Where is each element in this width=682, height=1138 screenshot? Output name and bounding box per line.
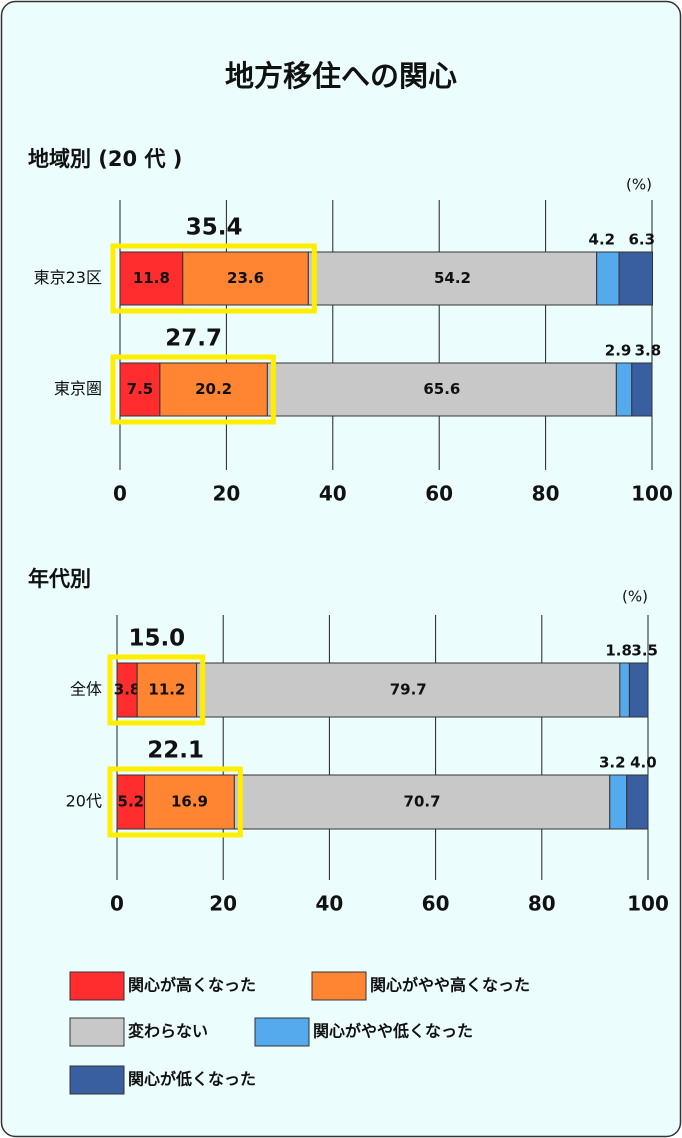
legend-label: 関心が低くなった xyxy=(128,1070,256,1089)
title: 地方移住への関心 xyxy=(225,59,457,93)
legend-swatch xyxy=(69,1065,125,1095)
value-label: 4.2 xyxy=(589,231,616,249)
legend-swatch xyxy=(254,1017,310,1047)
bar-segment xyxy=(196,662,621,718)
value-label: 79.7 xyxy=(390,681,427,699)
x-tick-label: 0 xyxy=(113,482,127,506)
total-label: 15.0 xyxy=(128,626,185,652)
value-label: 2.9 xyxy=(605,342,632,360)
bar-segment xyxy=(626,774,649,830)
x-tick-label: 20 xyxy=(212,482,240,506)
value-label: 23.6 xyxy=(227,269,264,287)
category-label: 東京23区 xyxy=(34,268,102,287)
value-label: 3.8 xyxy=(635,342,662,360)
x-tick-label: 60 xyxy=(422,892,450,916)
highlight-box xyxy=(110,243,317,314)
value-label: 70.7 xyxy=(404,793,441,811)
total-label: 22.1 xyxy=(147,738,204,764)
category-label: 東京圏 xyxy=(54,379,102,398)
value-label: 54.2 xyxy=(434,269,471,287)
x-tick-label: 60 xyxy=(425,482,453,506)
bar-segment xyxy=(628,662,649,718)
legend-label: 関心がやや低くなった xyxy=(313,1022,473,1041)
legend-label: 変わらない xyxy=(128,1022,208,1041)
value-label: 7.5 xyxy=(127,380,154,398)
legend-label: 関心が高くなった xyxy=(128,976,256,995)
bar-segment xyxy=(631,362,653,417)
x-tick-label: 100 xyxy=(631,482,673,506)
bar-segment xyxy=(619,662,630,718)
value-label: 6.3 xyxy=(628,231,655,249)
chart-subtitle: 地域別 (20 代 ) xyxy=(28,147,182,171)
total-label: 35.4 xyxy=(186,215,243,241)
bar-segment xyxy=(119,251,184,306)
bar-segment xyxy=(159,362,268,417)
category-label: 20代 xyxy=(66,792,102,811)
bar-segment xyxy=(266,362,617,417)
value-label: 3.2 xyxy=(599,754,626,772)
bar-segment xyxy=(144,774,235,830)
unit-label: (%) xyxy=(626,176,652,194)
value-label: 11.8 xyxy=(133,269,170,287)
x-tick-label: 80 xyxy=(528,892,556,916)
highlight-box xyxy=(107,766,243,838)
x-tick-label: 0 xyxy=(110,892,124,916)
bar-segment xyxy=(596,251,620,306)
highlight-box xyxy=(107,654,206,726)
legend-swatch xyxy=(311,971,367,1001)
x-tick-label: 80 xyxy=(532,482,560,506)
chart-subtitle: 年代別 xyxy=(28,567,91,591)
bar-segment xyxy=(233,774,611,830)
value-label: 1.8 xyxy=(605,642,632,660)
bar-segment xyxy=(119,362,161,417)
value-label: 3.5 xyxy=(631,642,658,660)
value-label: 16.9 xyxy=(171,793,208,811)
value-label: 3.8 xyxy=(114,681,141,699)
category-label: 全体 xyxy=(70,680,102,699)
legend-label: 関心がやや高くなった xyxy=(370,976,530,995)
value-label: 65.6 xyxy=(423,380,460,398)
x-tick-label: 100 xyxy=(627,892,669,916)
legend-swatch xyxy=(69,971,125,1001)
bar-segment xyxy=(609,774,628,830)
legend-swatch xyxy=(69,1017,125,1047)
unit-label: (%) xyxy=(622,588,648,606)
bar-segment xyxy=(618,251,654,306)
x-tick-label: 40 xyxy=(315,892,343,916)
total-label: 27.7 xyxy=(165,326,222,352)
x-tick-label: 20 xyxy=(209,892,237,916)
value-label: 20.2 xyxy=(195,380,232,398)
value-label: 4.0 xyxy=(630,754,657,772)
bar-segment xyxy=(136,662,198,718)
x-tick-label: 40 xyxy=(319,482,347,506)
highlight-box xyxy=(110,354,276,425)
value-label: 5.2 xyxy=(118,793,145,811)
value-label: 11.2 xyxy=(148,681,185,699)
bar-segment xyxy=(116,774,146,830)
bar-segment xyxy=(615,362,633,417)
